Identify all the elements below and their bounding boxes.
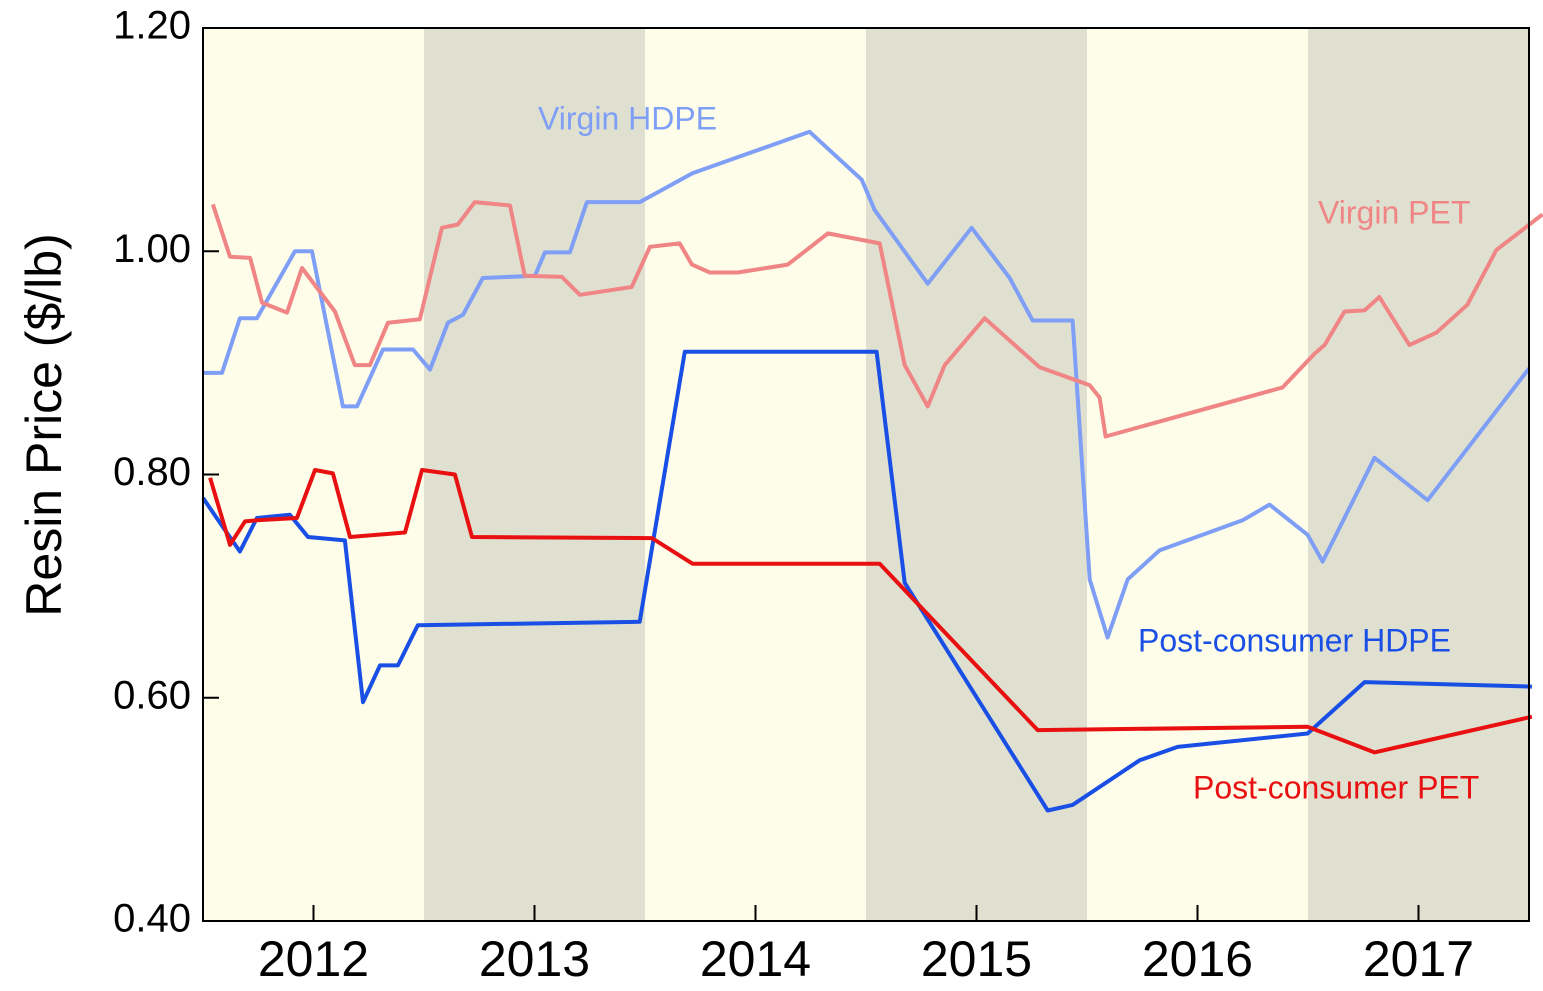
series-line bbox=[201, 349, 1532, 813]
x-tick-label: 2014 bbox=[700, 931, 811, 987]
year-band bbox=[1308, 28, 1529, 921]
series-label: Virgin HDPE bbox=[538, 100, 717, 136]
year-band bbox=[866, 28, 1087, 921]
series-label: Virgin PET bbox=[1318, 194, 1470, 230]
x-tick-label: 2015 bbox=[921, 931, 1032, 987]
year-band bbox=[424, 28, 645, 921]
y-tick-label: 1.20 bbox=[113, 4, 191, 48]
year-band bbox=[645, 28, 866, 921]
y-tick-label: 0.40 bbox=[113, 897, 191, 941]
x-tick-label: 2013 bbox=[479, 931, 590, 987]
y-tick-label: 1.00 bbox=[113, 227, 191, 271]
y-axis-label: Resin Price ($/lb) bbox=[16, 233, 72, 616]
plot-frame bbox=[202, 27, 1530, 922]
x-tick-label: 2017 bbox=[1363, 931, 1474, 987]
y-tick-label: 0.80 bbox=[113, 450, 191, 494]
x-tick-label: 2012 bbox=[258, 931, 369, 987]
series-line bbox=[208, 468, 1533, 755]
series-label: Post-consumer HDPE bbox=[1138, 622, 1451, 658]
series-line bbox=[210, 200, 1543, 439]
series-line bbox=[203, 129, 1531, 640]
x-tick-label: 2016 bbox=[1142, 931, 1253, 987]
y-tick-label: 0.60 bbox=[113, 673, 191, 717]
series-label: Post-consumer PET bbox=[1193, 769, 1479, 805]
